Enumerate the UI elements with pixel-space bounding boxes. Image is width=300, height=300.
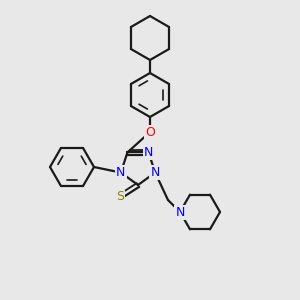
Text: N: N (116, 166, 126, 179)
Text: N: N (175, 206, 185, 218)
Text: S: S (116, 190, 124, 203)
Text: N: N (150, 166, 160, 179)
Text: O: O (145, 125, 155, 139)
Text: N: N (144, 146, 153, 159)
